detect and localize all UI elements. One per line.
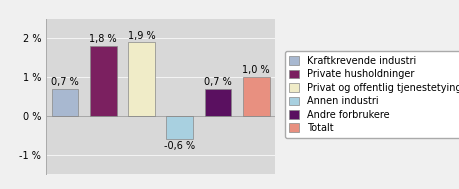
Bar [52, 89, 78, 116]
Text: 1,0 %: 1,0 % [242, 65, 270, 75]
Legend: Kraftkrevende industri, Private husholdninger, Privat og offentlig tjenestetying: Kraftkrevende industri, Private husholdn… [285, 51, 459, 138]
Text: 0,7 %: 0,7 % [204, 77, 232, 87]
Text: 0,7 %: 0,7 % [51, 77, 79, 87]
Bar [90, 46, 117, 116]
Bar [166, 116, 193, 139]
Bar [243, 77, 270, 116]
Text: 1,8 %: 1,8 % [90, 34, 117, 44]
Text: 1,9 %: 1,9 % [128, 31, 155, 41]
Bar [205, 89, 231, 116]
Bar [128, 42, 155, 116]
Text: -0,6 %: -0,6 % [164, 141, 196, 151]
